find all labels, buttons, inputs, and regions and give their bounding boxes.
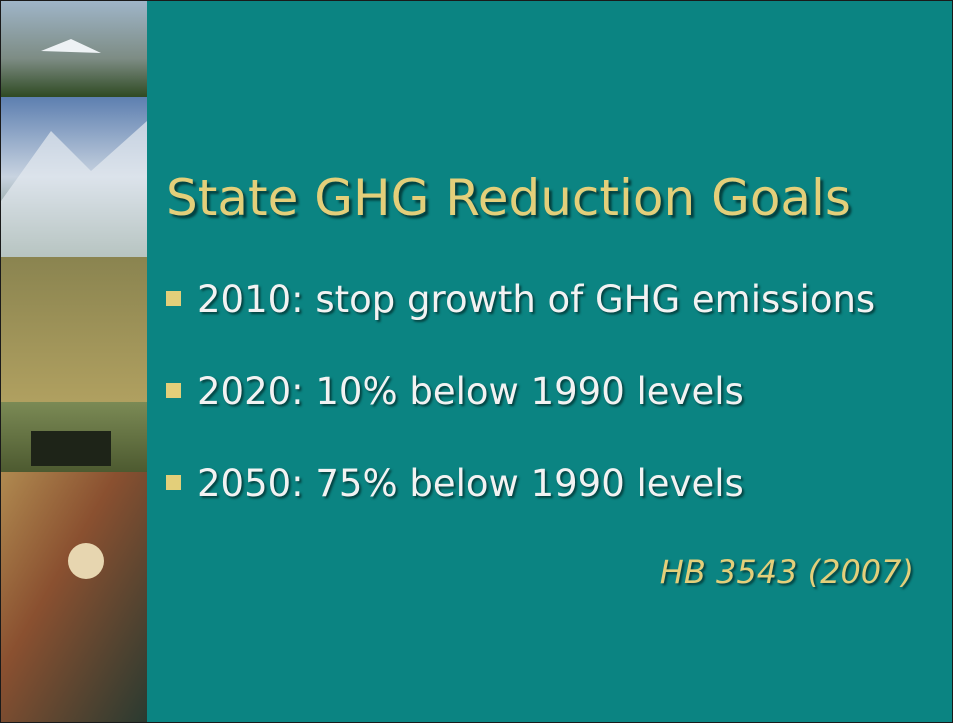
mountain-peak [41, 39, 101, 53]
bullet-text: 2020: 10% below 1990 levels [197, 370, 744, 413]
bullet-item: 2010: stop growth of GHG emissions [166, 278, 875, 370]
bullet-item: 2020: 10% below 1990 levels [166, 370, 875, 462]
citation: HB 3543 (2007) [659, 553, 914, 591]
photo-strip [1, 1, 147, 722]
tractor [31, 431, 111, 466]
slide-title: State GHG Reduction Goals [166, 169, 851, 227]
bullet-text: 2010: stop growth of GHG emissions [197, 278, 876, 321]
bullet-text: 2050: 75% below 1990 levels [197, 462, 744, 505]
bullet-marker [166, 291, 181, 306]
bullet-marker [166, 383, 181, 398]
tidepool-photo [1, 472, 147, 722]
bullet-list: 2010: stop growth of GHG emissions 2020: … [166, 278, 875, 554]
bullet-marker [166, 475, 181, 490]
child [68, 543, 104, 579]
bullet-item: 2050: 75% below 1990 levels [166, 462, 875, 554]
snow [1, 121, 147, 257]
field-photo [1, 257, 147, 402]
